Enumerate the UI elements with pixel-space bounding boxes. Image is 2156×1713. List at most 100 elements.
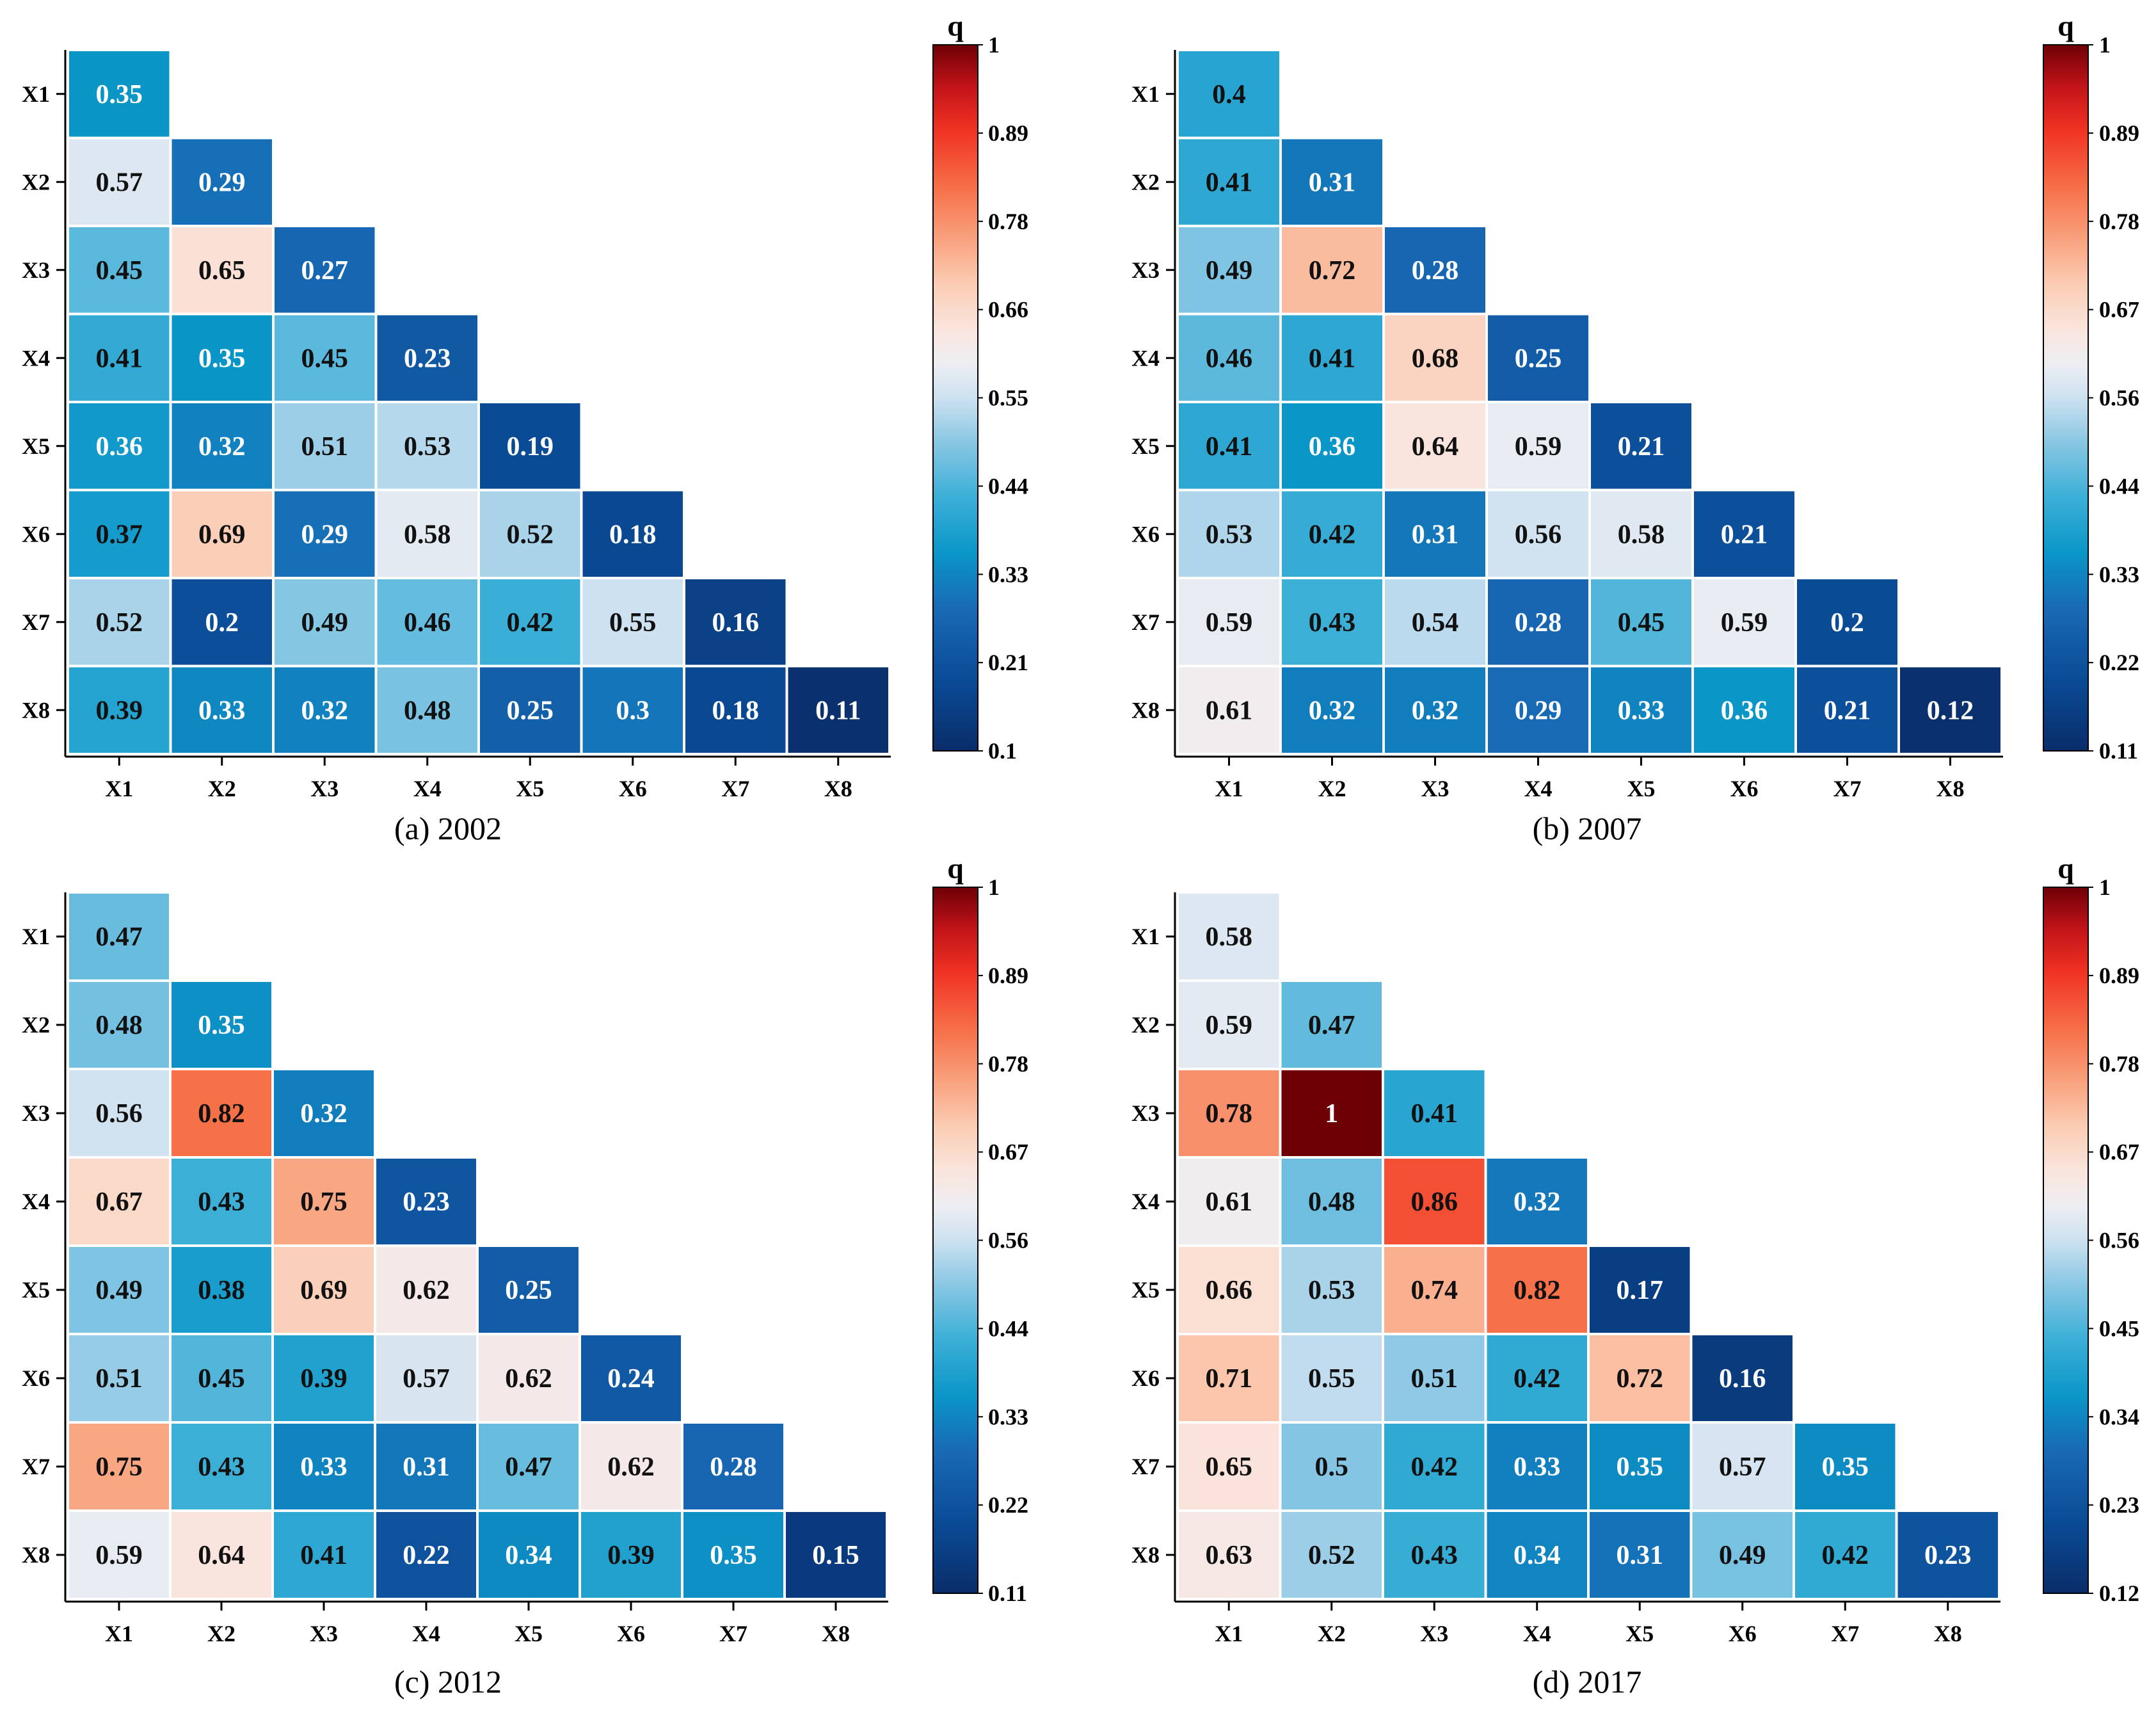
cell-r6-c5	[1591, 491, 1691, 577]
colorbar	[932, 44, 978, 752]
cell-label-r2-c1: 0.57	[96, 168, 143, 197]
cell-r3-c2	[1282, 227, 1382, 313]
cell-label-r7-c1: 0.65	[1206, 1452, 1253, 1482]
cell-r7-c4	[1487, 1424, 1587, 1509]
cell-r8-c4	[1488, 667, 1588, 753]
y-tick-label-X6: X6	[22, 1365, 50, 1391]
cell-r4-c1	[1179, 1159, 1279, 1244]
x-tick-label-X2: X2	[1318, 1621, 1346, 1646]
cell-r8-c7	[1795, 1512, 1896, 1598]
cell-r5-c2	[172, 403, 272, 489]
cell-label-r8-c5: 0.31	[1617, 1541, 1664, 1570]
cell-r3-c3	[1385, 227, 1485, 313]
cell-r7-c6	[1692, 1424, 1793, 1509]
cell-r5-c3	[1385, 403, 1485, 489]
y-tick-label-X7: X7	[22, 609, 50, 635]
colorbar	[932, 887, 978, 1594]
cell-r4-c3	[275, 315, 375, 401]
cell-label-r5-c5: 0.25	[505, 1276, 552, 1305]
cell-r4-c3	[274, 1159, 374, 1244]
cell-r8-c4	[377, 667, 477, 753]
cell-label-r6-c1: 0.53	[1206, 520, 1253, 549]
cell-r8-c4	[1487, 1512, 1587, 1598]
cell-r5-c1	[1179, 403, 1279, 489]
cell-r8-c8	[1897, 1512, 1998, 1598]
y-tick-label-X2: X2	[1131, 169, 1160, 195]
cell-label-r1-c1: 0.35	[96, 80, 143, 109]
cell-label-r4-c1: 0.61	[1206, 1187, 1253, 1217]
cell-r8-c4	[376, 1512, 476, 1598]
heatmap-a: 0.35 0.57 0.29 0.45 0.65 0.27 0.41 0.35 0.45 0.23…	[22, 10, 1028, 801]
cell-r2-c1	[69, 139, 170, 225]
cell-label-r7-c2: 0.2	[205, 608, 239, 638]
colorbar-tick-label-2: 0.78	[988, 1051, 1028, 1077]
cell-label-r8-c8: 0.15	[812, 1541, 859, 1570]
cell-r8-c5	[1590, 1512, 1690, 1598]
cell-r8-c3	[274, 1512, 374, 1598]
cell-label-r6-c3: 0.51	[1411, 1364, 1458, 1394]
y-tick-label-X1: X1	[1131, 81, 1160, 107]
cell-label-r4-c1: 0.46	[1206, 344, 1253, 373]
y-tick-label-X8: X8	[22, 1542, 50, 1568]
y-tick-label-X8: X8	[1131, 1542, 1160, 1568]
cell-label-r3-c3: 0.28	[1412, 256, 1459, 286]
cell-r7-c5	[480, 579, 580, 665]
cell-label-r4-c4: 0.23	[404, 344, 451, 373]
cell-label-r8-c3: 0.43	[1411, 1541, 1458, 1570]
cell-r3-c1	[1179, 227, 1279, 313]
cell-r6-c5	[480, 491, 580, 577]
cell-label-r6-c6: 0.16	[1719, 1364, 1766, 1394]
cell-label-r7-c5: 0.42	[507, 608, 554, 638]
colorbar-tick-label-6: 0.33	[988, 561, 1028, 587]
y-tick-label-X8: X8	[1131, 697, 1160, 723]
cell-r6-c2	[1282, 491, 1382, 577]
panel-a: 0.35 0.57 0.29 0.45 0.65 0.27 0.41 0.35 0.45 0.23…	[0, 0, 1078, 856]
cell-r5-c4	[1487, 1247, 1587, 1333]
cell-label-r7-c3: 0.54	[1412, 608, 1459, 638]
cell-label-r2-c2: 0.31	[1309, 168, 1356, 197]
y-tick-label-X6: X6	[22, 521, 50, 547]
x-tick-label-X4: X4	[412, 1621, 440, 1646]
colorbar-tick-label-7: 0.21	[988, 650, 1028, 675]
cell-label-r7-c4: 0.28	[1515, 608, 1562, 638]
x-tick-label-X2: X2	[207, 1621, 236, 1646]
cell-label-r6-c4: 0.42	[1513, 1364, 1561, 1394]
cell-label-r8-c1: 0.39	[96, 696, 143, 725]
cell-label-r5-c1: 0.36	[96, 432, 143, 462]
y-tick-label-X3: X3	[22, 1100, 50, 1126]
cell-r6-c6	[581, 1335, 681, 1421]
cell-label-r3-c1: 0.56	[95, 1099, 143, 1129]
cell-r4-c1	[1179, 315, 1279, 401]
y-tick-label-X8: X8	[22, 697, 50, 723]
colorbar-tick-label-2: 0.78	[988, 209, 1028, 234]
y-tick-label-X7: X7	[1131, 1454, 1160, 1479]
colorbar-tick-label-4: 0.56	[988, 1228, 1028, 1253]
cell-r7-c3	[274, 1424, 374, 1509]
cell-r5-c4	[1488, 403, 1588, 489]
cell-r6-c3	[274, 1335, 374, 1421]
cell-label-r2-c1: 0.41	[1206, 168, 1253, 197]
cell-r7-c1	[1179, 579, 1279, 665]
cell-label-r6-c2: 0.69	[198, 520, 246, 549]
colorbar-tick-label-5: 0.44	[988, 473, 1028, 499]
x-tick-label-X1: X1	[105, 776, 133, 801]
cell-label-r7-c4: 0.31	[403, 1452, 450, 1482]
cell-label-r8-c1: 0.59	[95, 1541, 143, 1570]
colorbar-tick-label-4: 0.55	[988, 385, 1028, 411]
y-tick-label-X1: X1	[1131, 924, 1160, 949]
cell-r8-c2	[1281, 1512, 1382, 1598]
cell-r8-c7	[1797, 667, 1897, 753]
cell-r3-c1	[69, 1070, 169, 1156]
y-tick-label-X3: X3	[1131, 1100, 1160, 1126]
cell-label-r6-c5: 0.52	[507, 520, 554, 549]
cell-r3-c2	[172, 227, 272, 313]
cell-r8-c6	[1694, 667, 1794, 753]
cell-label-r4-c2: 0.41	[1309, 344, 1356, 373]
cell-label-r1-c1: 0.4	[1212, 80, 1246, 109]
cell-r5-c3	[275, 403, 375, 489]
cell-label-r5-c3: 0.69	[300, 1276, 347, 1305]
caption-a: (a) 2002	[394, 810, 502, 846]
cell-label-r8-c7: 0.42	[1822, 1541, 1869, 1570]
cell-label-r8-c1: 0.63	[1206, 1541, 1253, 1570]
cell-r7-c6	[1694, 579, 1794, 665]
